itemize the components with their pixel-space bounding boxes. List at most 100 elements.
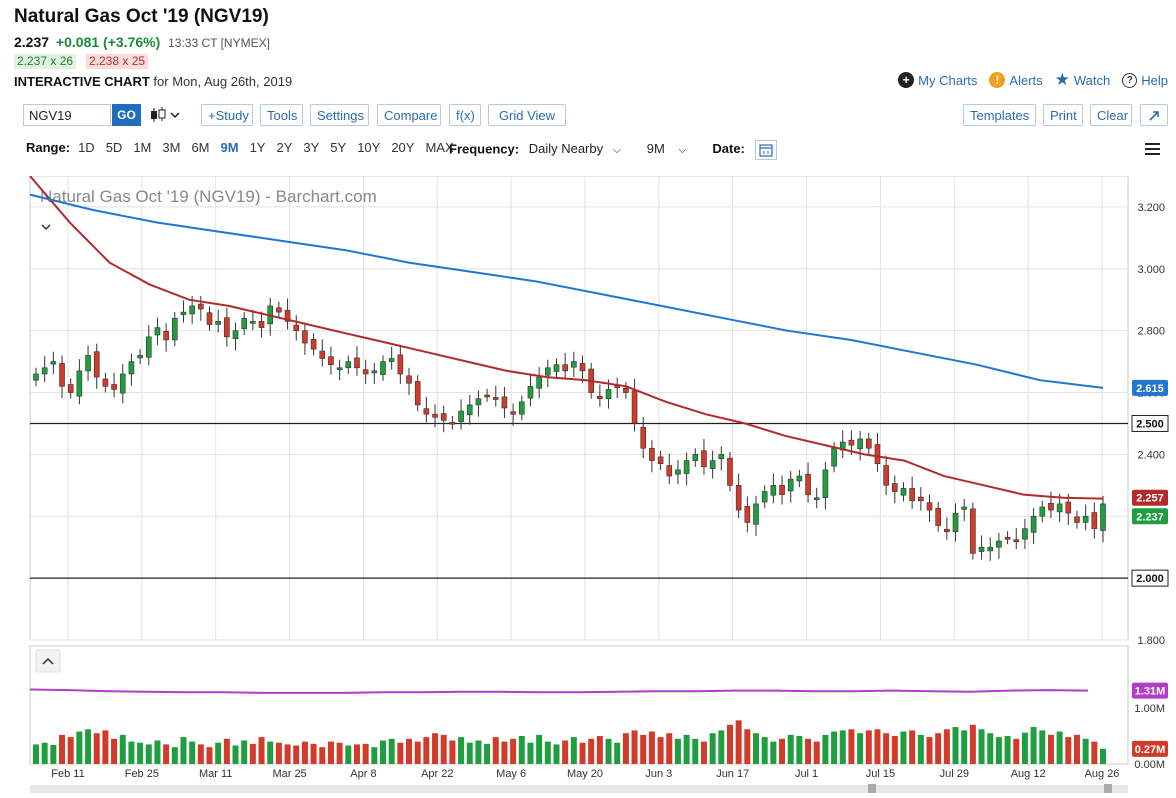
- volume-bar-up[interactable]: [536, 734, 543, 764]
- volume-bar-down[interactable]: [700, 741, 707, 764]
- volume-bar-up[interactable]: [1030, 727, 1037, 764]
- print-button[interactable]: Print: [1043, 104, 1083, 126]
- candle-up[interactable]: [250, 321, 256, 324]
- candle-down[interactable]: [926, 502, 933, 511]
- volume-bar-down[interactable]: [883, 733, 890, 764]
- candle-down[interactable]: [492, 397, 499, 400]
- navigator-bar[interactable]: [30, 785, 1128, 793]
- candle-down[interactable]: [302, 330, 308, 344]
- volume-bar-up[interactable]: [76, 731, 83, 764]
- volume-bar-down[interactable]: [735, 720, 742, 764]
- volume-bar-down[interactable]: [492, 737, 499, 764]
- candle-down[interactable]: [362, 369, 369, 375]
- candle-up[interactable]: [753, 503, 759, 525]
- volume-bar-up[interactable]: [839, 730, 846, 764]
- candle-down[interactable]: [657, 456, 664, 464]
- my-charts-link[interactable]: + My Charts: [898, 72, 977, 88]
- volume-bar-down[interactable]: [284, 744, 291, 764]
- volume-bar-up[interactable]: [917, 734, 924, 764]
- range-option-3m[interactable]: 3M: [162, 140, 181, 155]
- volume-bar-up[interactable]: [718, 730, 725, 764]
- candle-up[interactable]: [822, 469, 829, 499]
- volume-bar-down[interactable]: [726, 724, 733, 764]
- settings-button[interactable]: Settings: [310, 104, 369, 126]
- navigator-handle-left[interactable]: [868, 784, 876, 793]
- candle-down[interactable]: [1048, 502, 1054, 511]
- volume-bar-down[interactable]: [596, 736, 603, 764]
- volume-bar-down[interactable]: [301, 741, 308, 764]
- volume-bar-up[interactable]: [1082, 738, 1089, 764]
- candle-down[interactable]: [501, 396, 508, 409]
- candle-down[interactable]: [848, 439, 855, 446]
- candle-down[interactable]: [865, 438, 872, 449]
- candle-down[interactable]: [484, 394, 490, 398]
- watch-link[interactable]: ★ Watch: [1055, 71, 1111, 88]
- candle-up[interactable]: [137, 355, 143, 359]
- volume-bar-up[interactable]: [674, 738, 681, 764]
- candle-up[interactable]: [675, 469, 681, 475]
- volume-bar-up[interactable]: [544, 741, 551, 764]
- candle-down[interactable]: [328, 356, 334, 365]
- volume-bar-down[interactable]: [423, 737, 430, 764]
- volume-bar-up[interactable]: [232, 745, 239, 764]
- candle-down[interactable]: [623, 387, 629, 393]
- candle-down[interactable]: [276, 307, 282, 313]
- candle-up[interactable]: [458, 410, 464, 422]
- volume-bar-up[interactable]: [1039, 730, 1046, 764]
- grid-view-button[interactable]: Grid View: [488, 104, 566, 126]
- volume-bar-down[interactable]: [432, 733, 439, 764]
- candle-down[interactable]: [163, 330, 169, 341]
- volume-bar-down[interactable]: [406, 738, 413, 764]
- range-option-max[interactable]: MAX: [425, 140, 454, 155]
- volume-bar-down[interactable]: [319, 747, 326, 764]
- candle-down[interactable]: [432, 413, 438, 418]
- candle-down[interactable]: [1091, 512, 1098, 529]
- help-link[interactable]: ? Help: [1122, 72, 1168, 88]
- candle-down[interactable]: [354, 357, 360, 369]
- volume-bar-down[interactable]: [293, 745, 300, 764]
- candle-up[interactable]: [996, 540, 1002, 548]
- candle-down[interactable]: [310, 339, 317, 350]
- candle-up[interactable]: [961, 506, 968, 510]
- volume-bar-up[interactable]: [787, 734, 794, 764]
- volume-bar-down[interactable]: [588, 738, 595, 764]
- candle-up[interactable]: [1100, 503, 1106, 531]
- candle-down[interactable]: [293, 324, 300, 331]
- candle-up[interactable]: [76, 370, 83, 397]
- range-option-20y[interactable]: 20Y: [391, 140, 415, 155]
- volume-bar-up[interactable]: [241, 740, 248, 764]
- range-option-9m[interactable]: 9M: [220, 140, 239, 155]
- candle-up[interactable]: [952, 512, 959, 533]
- volume-bar-up[interactable]: [484, 743, 491, 764]
- candle-up[interactable]: [1030, 515, 1037, 533]
- candle-up[interactable]: [796, 475, 803, 482]
- volume-bar-down[interactable]: [163, 744, 170, 764]
- compare-button[interactable]: Compare: [377, 104, 441, 126]
- range-option-1m[interactable]: 1M: [133, 140, 152, 155]
- volume-bar-up[interactable]: [822, 734, 829, 764]
- candle-down[interactable]: [918, 496, 924, 502]
- candle-up[interactable]: [371, 370, 378, 374]
- candle-up[interactable]: [1056, 503, 1063, 513]
- volume-bar-down[interactable]: [336, 742, 343, 764]
- volume-bar-up[interactable]: [518, 736, 525, 764]
- candle-up[interactable]: [1022, 528, 1028, 540]
- candle-up[interactable]: [119, 373, 126, 394]
- candle-down[interactable]: [631, 390, 638, 424]
- candle-up[interactable]: [900, 488, 907, 496]
- volume-bar-down[interactable]: [397, 742, 404, 764]
- volume-bar-down[interactable]: [648, 731, 655, 764]
- candle-up[interactable]: [571, 361, 577, 368]
- candle-up[interactable]: [345, 361, 352, 369]
- candle-down[interactable]: [744, 506, 751, 523]
- candle-down[interactable]: [93, 351, 100, 378]
- range-option-3y[interactable]: 3Y: [303, 140, 320, 155]
- candle-down[interactable]: [59, 363, 65, 387]
- period-dropdown[interactable]: 9M ⌵: [647, 141, 691, 156]
- volume-bar-up[interactable]: [761, 737, 768, 764]
- volume-bar-down[interactable]: [414, 741, 421, 764]
- volume-bar-up[interactable]: [137, 742, 144, 764]
- candle-down[interactable]: [258, 321, 265, 328]
- chart-area[interactable]: 3.2003.0002.8002.6002.4002.2002.0001.800…: [28, 175, 1172, 793]
- volume-bar-up[interactable]: [145, 744, 152, 764]
